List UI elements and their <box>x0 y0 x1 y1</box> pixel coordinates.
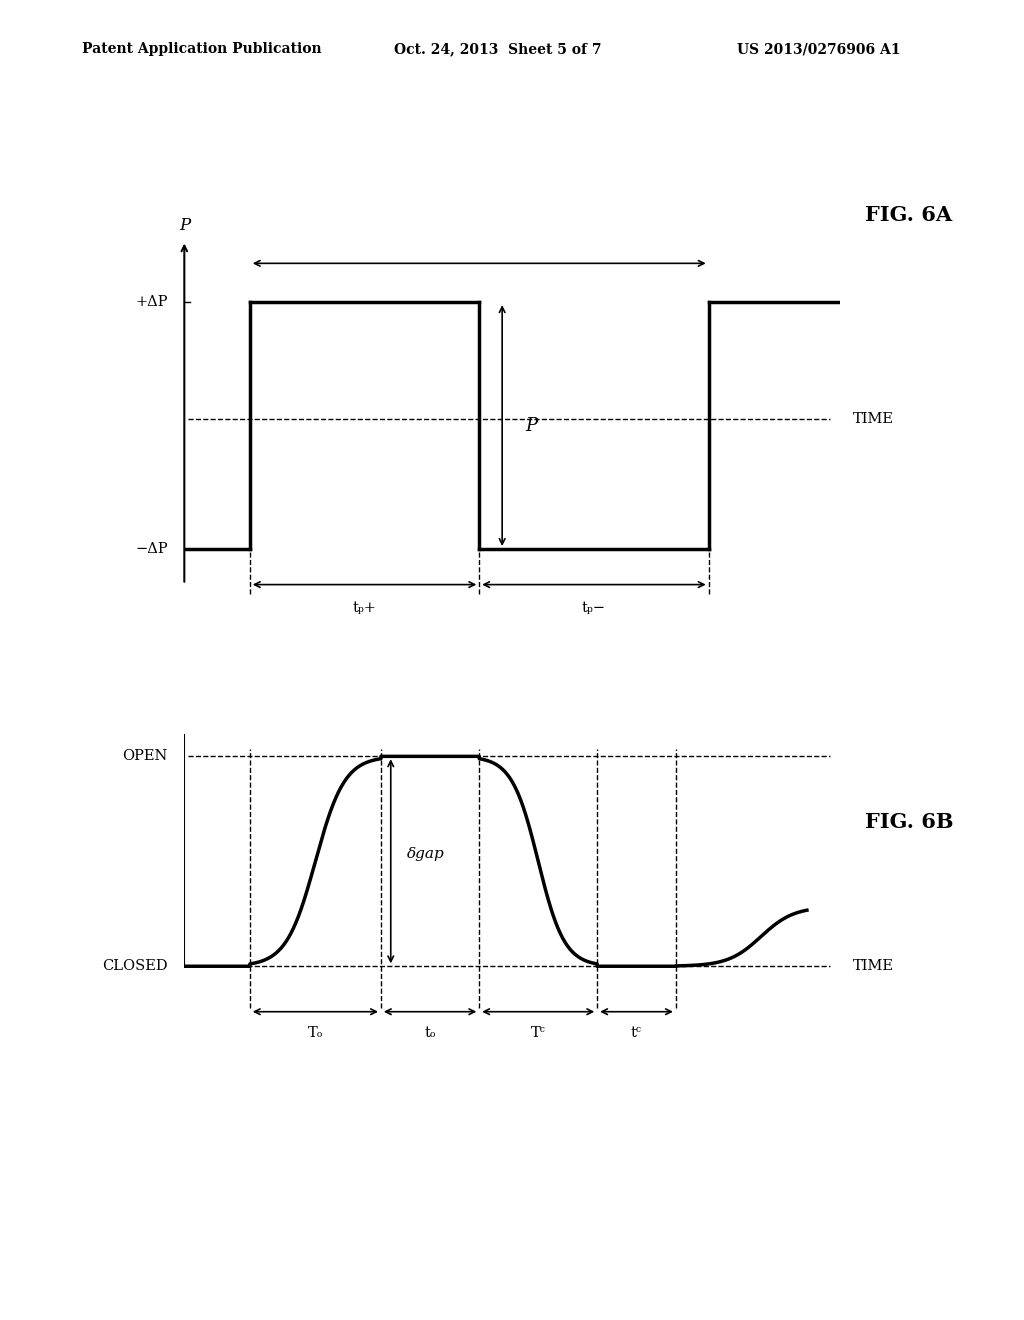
Text: TIME: TIME <box>853 412 894 426</box>
Text: Tᶜ: Tᶜ <box>530 1026 546 1040</box>
Text: −ΔP: −ΔP <box>135 543 168 556</box>
Text: CLOSED: CLOSED <box>102 960 168 973</box>
Text: tᶜ: tᶜ <box>631 1026 642 1040</box>
Text: FIG. 6B: FIG. 6B <box>865 812 953 832</box>
Text: Tₒ: Tₒ <box>307 1026 324 1040</box>
Text: Oct. 24, 2013  Sheet 5 of 7: Oct. 24, 2013 Sheet 5 of 7 <box>394 42 602 57</box>
Text: US 2013/0276906 A1: US 2013/0276906 A1 <box>737 42 901 57</box>
Text: FIG. 6A: FIG. 6A <box>865 205 952 224</box>
Text: Patent Application Publication: Patent Application Publication <box>82 42 322 57</box>
Text: tₒ: tₒ <box>424 1026 436 1040</box>
Text: TIME: TIME <box>853 960 894 973</box>
Text: P: P <box>179 216 189 234</box>
Text: δgap: δgap <box>408 847 444 862</box>
Text: tₚ−: tₚ− <box>582 601 606 615</box>
Text: tₚ+: tₚ+ <box>352 601 377 615</box>
Text: +ΔP: +ΔP <box>135 296 168 309</box>
Text: P: P <box>525 417 538 434</box>
Text: OPEN: OPEN <box>123 750 168 763</box>
